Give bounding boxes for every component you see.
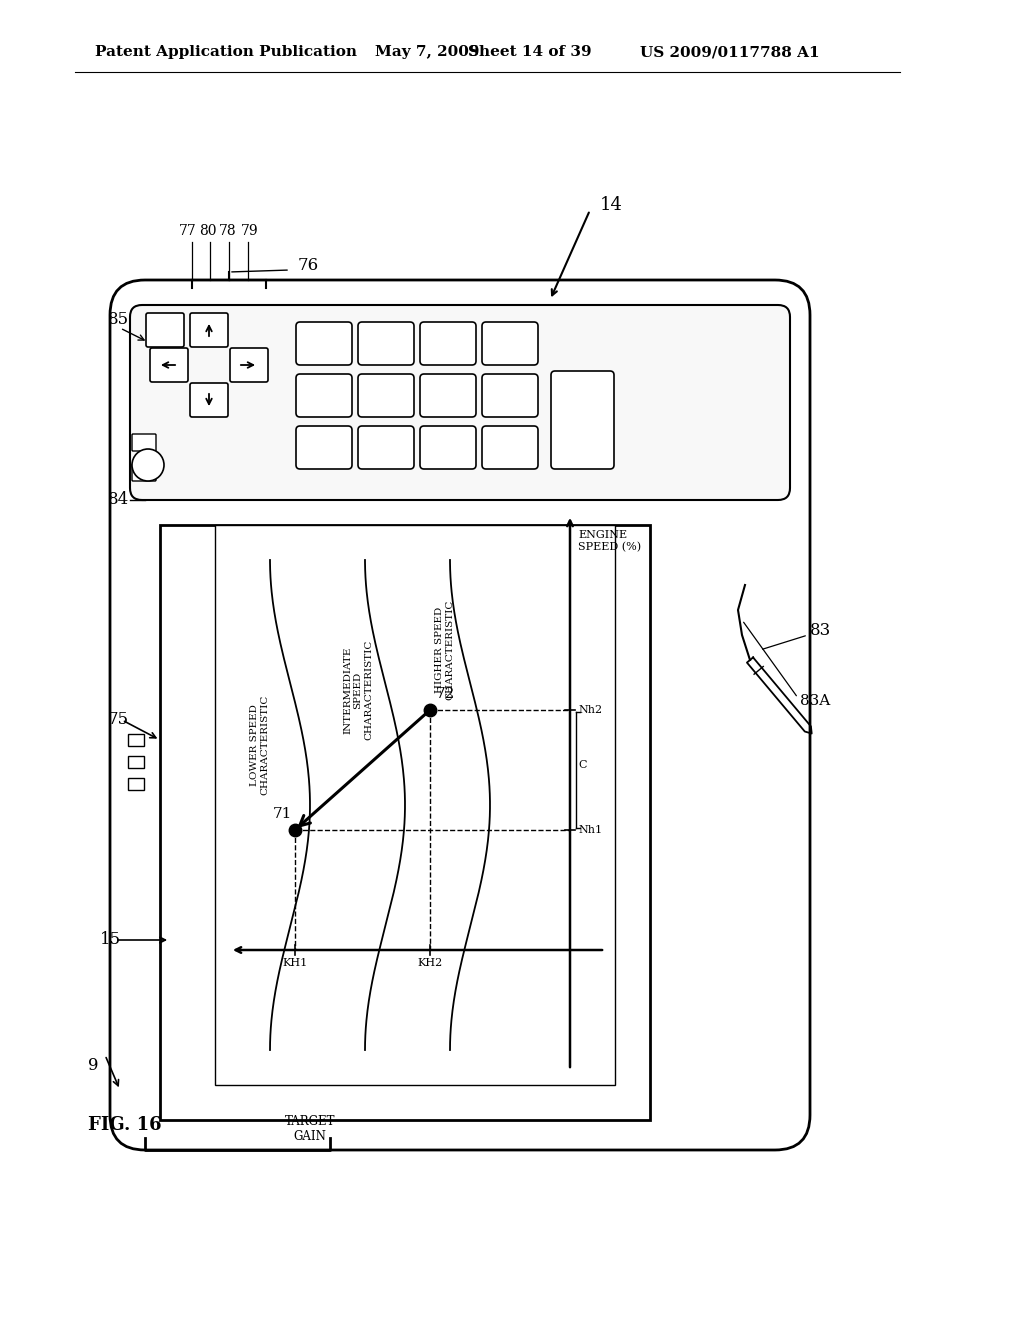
Bar [215,525,615,1085]
Text: KH1: KH1 [283,958,307,968]
Text: 75: 75 [108,711,129,729]
Text: 9: 9 [88,1056,98,1073]
Bar [128,756,144,768]
FancyBboxPatch shape [150,348,188,381]
Text: 14: 14 [600,195,623,214]
FancyBboxPatch shape [420,426,476,469]
FancyBboxPatch shape [482,322,538,366]
Text: Nh2: Nh2 [578,705,602,715]
Text: 83A: 83A [800,694,830,708]
FancyBboxPatch shape [358,426,414,469]
Text: 71: 71 [273,807,293,821]
Text: LOWER SPEED
CHARACTERISTIC: LOWER SPEED CHARACTERISTIC [250,694,269,795]
FancyBboxPatch shape [420,374,476,417]
Text: 83: 83 [810,622,831,639]
FancyBboxPatch shape [132,465,156,480]
Bar [128,777,144,789]
Text: Sheet 14 of 39: Sheet 14 of 39 [468,45,592,59]
FancyBboxPatch shape [420,322,476,366]
Text: 72: 72 [436,686,456,701]
Text: 84: 84 [108,491,129,508]
FancyBboxPatch shape [130,305,790,500]
FancyBboxPatch shape [482,374,538,417]
FancyBboxPatch shape [190,313,228,347]
Text: HIGHER SPEED
CHARACTERISTIC: HIGHER SPEED CHARACTERISTIC [435,599,455,700]
Text: Nh1: Nh1 [578,825,602,836]
FancyBboxPatch shape [358,322,414,366]
Text: US 2009/0117788 A1: US 2009/0117788 A1 [640,45,819,59]
Text: 15: 15 [100,932,121,949]
Bar [160,525,650,1119]
Text: KH2: KH2 [418,958,442,968]
Bar [128,734,144,746]
Text: May 7, 2009: May 7, 2009 [375,45,479,59]
Text: ENGINE
SPEED (%): ENGINE SPEED (%) [578,531,641,552]
FancyBboxPatch shape [296,426,352,469]
Text: FIG. 16: FIG. 16 [88,1115,162,1134]
Text: 80: 80 [200,224,217,238]
Text: 76: 76 [298,256,319,273]
FancyBboxPatch shape [296,322,352,366]
FancyBboxPatch shape [132,434,156,451]
FancyBboxPatch shape [190,383,228,417]
Text: INTERMEDIATE
SPEED
CHARACTERISTIC: INTERMEDIATE SPEED CHARACTERISTIC [343,640,373,741]
FancyBboxPatch shape [146,313,184,347]
Text: 85: 85 [108,312,129,329]
FancyBboxPatch shape [551,371,614,469]
Text: 78: 78 [219,224,237,238]
FancyBboxPatch shape [230,348,268,381]
Text: 79: 79 [242,224,259,238]
FancyBboxPatch shape [110,280,810,1150]
Text: 77: 77 [179,224,197,238]
FancyBboxPatch shape [358,374,414,417]
FancyBboxPatch shape [296,374,352,417]
Text: TARGET
GAIN: TARGET GAIN [285,1115,335,1143]
Text: Patent Application Publication: Patent Application Publication [95,45,357,59]
Text: C: C [578,760,587,770]
FancyBboxPatch shape [482,426,538,469]
Circle shape [132,449,164,480]
